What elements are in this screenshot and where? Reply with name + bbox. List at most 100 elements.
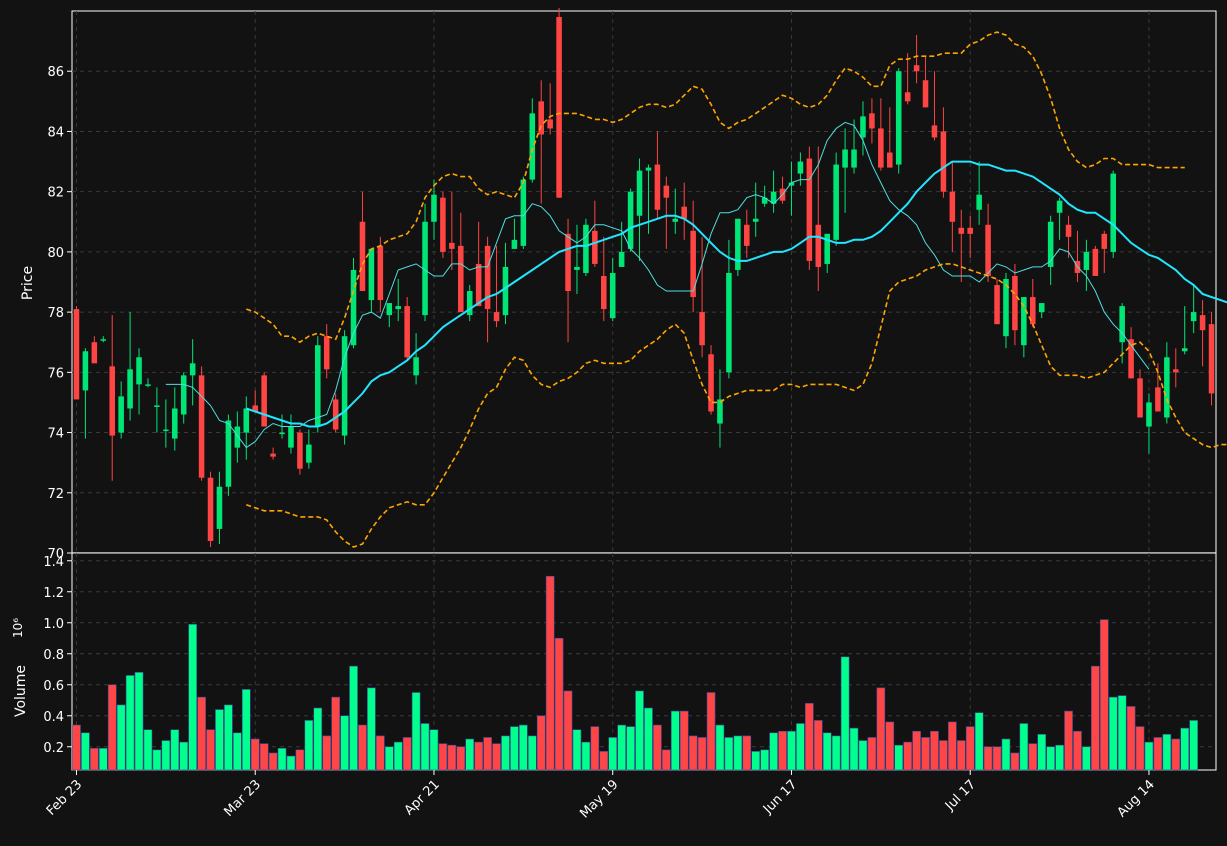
candle-body [538,101,544,135]
candle-body [1101,233,1108,249]
candle-body [913,65,920,72]
volume-bar [653,724,662,771]
candle-body [261,375,267,427]
candle-body [752,218,759,222]
bollinger-band-line [246,263,1227,548]
price-tick-label: 70 [47,547,64,562]
volume-bar [1082,746,1091,771]
candle-body [315,345,321,427]
volume-bar [456,746,466,771]
price-tick-label: 76 [47,366,64,381]
x-tick-label: Jun 17 [760,777,800,817]
candle-body [350,269,357,346]
candle-body [1164,357,1170,418]
candle-body [824,233,830,264]
candle-body [842,149,848,168]
candle-body [1030,297,1036,325]
volume-bar [358,724,367,771]
candle-body [395,306,401,310]
volume-bar [599,751,609,771]
candle-body [690,230,696,298]
candle-body [967,227,973,234]
candle-body [654,164,661,210]
candle-body [618,251,625,267]
candle-body [82,351,89,391]
volume-bar [224,704,233,771]
volume-bar [107,684,117,771]
candle-body [413,357,419,376]
candle-body [154,405,160,407]
volume-bar [813,720,823,771]
candle-body [940,131,947,192]
candle-body [270,453,276,457]
volume-bar [840,656,850,771]
volume-bar [742,735,752,771]
candle-body [234,426,241,448]
volume-bar [1019,723,1029,771]
volume-bar [510,726,519,771]
candle-body [994,285,1000,325]
volume-bar [885,721,895,771]
volume-bar [340,715,349,771]
bollinger-band-line [246,31,1185,344]
candle-body [869,113,875,129]
price-axis-label: Price [20,266,36,300]
candle-body [341,336,348,436]
candle-body [431,194,437,222]
candle-body [1181,348,1188,352]
candle-body [1083,251,1090,270]
volume-bar [1189,720,1198,771]
candle-body [163,429,169,432]
volume-bar [617,724,626,771]
volume-bar [796,723,805,771]
volume-bar [1028,743,1038,771]
x-tick-label: Mar 23 [221,777,264,820]
volume-bar [420,723,430,771]
price-tick-label: 72 [47,487,64,502]
x-tick-label: Jul 17 [942,777,979,814]
volume-bar [1001,738,1011,771]
volume-bar [1126,706,1136,771]
volume-bar [992,746,1002,771]
volume-bar [1091,665,1100,771]
candle-body [601,275,607,310]
candle-body [958,227,965,234]
candle-body [422,221,428,316]
candle-body [770,191,777,204]
candle-body [815,224,822,267]
volume-bar [501,735,510,771]
volume-bar [1153,737,1163,771]
candle-body [851,149,857,168]
candle-body [761,197,768,204]
candle-body [118,396,124,433]
moving-average-line [245,160,1227,428]
price-panel: 70 72 74 76 78 80 82 84 86 [47,7,1227,562]
volume-bar [349,665,358,771]
volume-bar [1046,746,1055,771]
candle-body [145,384,151,386]
candle-body [288,426,294,448]
volume-bar [563,690,573,771]
volume-bar [250,738,260,771]
candle-body [878,128,884,168]
candle-body [377,245,384,301]
candle-body [976,194,982,210]
candle-body [359,221,366,292]
price-tick-label: 80 [47,246,64,261]
volume-bar [581,741,591,771]
volume-bar [805,703,814,771]
volume-bar [894,744,904,771]
candle-body [744,224,750,246]
candle-body [386,303,393,316]
candle-body [1137,378,1143,418]
candle-body [243,408,250,433]
volume-bar [152,749,162,771]
candle-body [833,164,839,240]
candle-body [904,92,911,102]
candle-body [502,266,509,316]
volume-bar [545,575,555,771]
volume-tick-label: 0.6 [43,679,64,694]
candle-body [458,245,464,313]
candle-body [592,230,598,264]
